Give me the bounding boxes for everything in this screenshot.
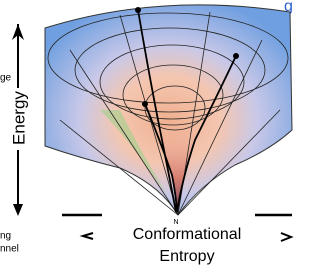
diagram: g ge Energy N Conform: [0, 0, 294, 269]
x-label-line: Conformational: [133, 226, 242, 243]
funnel: [45, 5, 292, 215]
page: g ge Energy N Conform: [0, 0, 294, 269]
left-fragment: ge: [0, 73, 12, 84]
native-label: N: [173, 219, 178, 226]
bottom-left-fragment: nnel: [0, 244, 19, 255]
bottom-left-fragment: ng: [0, 231, 11, 242]
y-label: Energy: [9, 91, 28, 145]
x-label-line: Entropy: [159, 248, 214, 265]
